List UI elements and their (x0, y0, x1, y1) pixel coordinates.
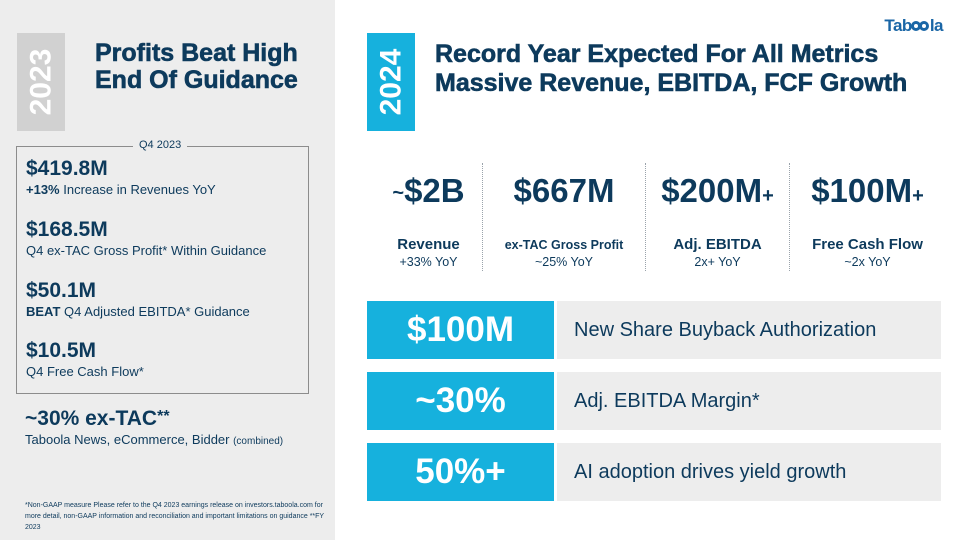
metric-value: $419.8M (26, 157, 108, 180)
metric-desc: Q4 Free Cash Flow* (26, 364, 144, 379)
kpi-value: $200M (661, 172, 763, 209)
band-ai-adoption: 50%+ AI adoption drives yield growth (367, 443, 941, 501)
band-text: New Share Buyback Authorization (557, 301, 941, 359)
year-label: 2023 (24, 48, 57, 116)
extac-desc: Taboola News, eCommerce, Bidder (25, 432, 234, 447)
band-value: $100M (367, 301, 554, 359)
band-buyback: $100M New Share Buyback Authorization (367, 301, 941, 359)
kpi-value: $100M (811, 172, 913, 209)
metric-value: $168.5M (26, 218, 108, 241)
kpi-label: Adj. EBITDA (673, 236, 762, 253)
kpi-gross-profit: $667M ex-TAC Gross Profit ~25% YoY (482, 163, 645, 271)
extac-desc-small: (combined) (233, 436, 284, 447)
band-text: AI adoption drives yield growth (557, 443, 941, 501)
kpi-label: ex-TAC Gross Profit (504, 238, 624, 252)
metric-ebitda: $50.1M BEAT Q4 Adjusted EBITDA* Guidance (26, 279, 250, 320)
metric-gross-profit: $168.5M Q4 ex-TAC Gross Profit* Within G… (26, 218, 266, 259)
kpi-label: Free Cash Flow (812, 236, 923, 253)
extac-mark: ** (157, 408, 170, 425)
right-panel: Tab la 2024 Record Year Expected For All … (335, 0, 960, 540)
kpi-sub: ~25% YoY (534, 255, 594, 269)
footnote: *Non-GAAP measure Please refer to the Q4… (25, 502, 324, 531)
kpi-value: $667M (513, 172, 615, 209)
kpi-free-cash-flow: $100M+ Free Cash Flow ~2x YoY (789, 163, 945, 271)
band-value: 50%+ (367, 443, 554, 501)
band-value: ~30% (367, 372, 554, 430)
metric-value: $10.5M (26, 339, 97, 362)
band-text: Adj. EBITDA Margin* (557, 372, 941, 430)
year-label: 2024 (374, 48, 407, 116)
year-badge-2023: 2023 (17, 33, 65, 131)
extac-stat: ~30% ex-TAC** Taboola News, eCommerce, B… (25, 405, 283, 450)
band-ebitda-margin: ~30% Adj. EBITDA Margin* (367, 372, 941, 430)
metric-value: $50.1M (26, 279, 97, 302)
kpi-value: $2B (404, 172, 465, 209)
metric-desc: +13% Increase in Revenues YoY (26, 182, 216, 197)
q4-results-box: Q4 2023 $419.8M +13% Increase in Revenue… (16, 139, 309, 394)
extac-value: ~30% ex-TAC (25, 407, 158, 430)
left-panel: 2023 Profits Beat High End Of Guidance Q… (0, 0, 335, 540)
kpi-row: ~$2B Revenue +33% YoY $667M ex-TAC Gross… (375, 163, 945, 271)
logo-eyes-icon (910, 20, 930, 31)
q4-box-label: Q4 2023 (133, 139, 188, 151)
metric-revenue: $419.8M +13% Increase in Revenues YoY (26, 157, 216, 198)
kpi-revenue: ~$2B Revenue +33% YoY (375, 163, 482, 271)
taboola-logo: Tab la (884, 16, 943, 35)
metric-free-cash-flow: $10.5M Q4 Free Cash Flow* (26, 339, 144, 380)
kpi-sub: 2x+ YoY (694, 255, 741, 269)
kpi-label: Revenue (397, 236, 460, 253)
year-badge-2024: 2024 (367, 33, 415, 131)
kpi-sub: +33% YoY (399, 255, 458, 269)
left-heading: Profits Beat High End Of Guidance (95, 39, 298, 94)
right-heading: Record Year Expected For All Metrics Mas… (435, 40, 908, 98)
metric-desc: BEAT Q4 Adjusted EBITDA* Guidance (26, 304, 250, 319)
metric-desc: Q4 ex-TAC Gross Profit* Within Guidance (26, 243, 267, 258)
kpi-ebitda: $200M+ Adj. EBITDA 2x+ YoY (645, 163, 789, 271)
kpi-sub: ~2x YoY (844, 255, 891, 269)
